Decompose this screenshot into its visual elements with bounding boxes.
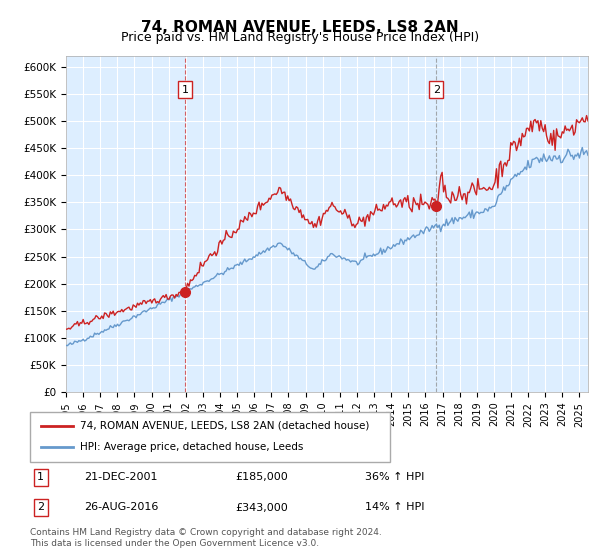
Text: HPI: Average price, detached house, Leeds: HPI: Average price, detached house, Leed… xyxy=(80,442,304,452)
Text: 26-AUG-2016: 26-AUG-2016 xyxy=(84,502,158,512)
Text: 74, ROMAN AVENUE, LEEDS, LS8 2AN: 74, ROMAN AVENUE, LEEDS, LS8 2AN xyxy=(141,20,459,35)
Text: £185,000: £185,000 xyxy=(235,473,288,482)
Text: 1: 1 xyxy=(37,473,44,482)
Text: Price paid vs. HM Land Registry's House Price Index (HPI): Price paid vs. HM Land Registry's House … xyxy=(121,31,479,44)
Text: 14% ↑ HPI: 14% ↑ HPI xyxy=(365,502,424,512)
Text: 1: 1 xyxy=(182,85,188,95)
Text: 21-DEC-2001: 21-DEC-2001 xyxy=(84,473,157,482)
Text: 2: 2 xyxy=(37,502,44,512)
FancyBboxPatch shape xyxy=(30,412,390,462)
Text: £343,000: £343,000 xyxy=(235,502,288,512)
Text: Contains HM Land Registry data © Crown copyright and database right 2024.
This d: Contains HM Land Registry data © Crown c… xyxy=(30,528,382,548)
Text: 36% ↑ HPI: 36% ↑ HPI xyxy=(365,473,424,482)
Text: 2: 2 xyxy=(433,85,440,95)
Text: 74, ROMAN AVENUE, LEEDS, LS8 2AN (detached house): 74, ROMAN AVENUE, LEEDS, LS8 2AN (detach… xyxy=(80,421,370,431)
